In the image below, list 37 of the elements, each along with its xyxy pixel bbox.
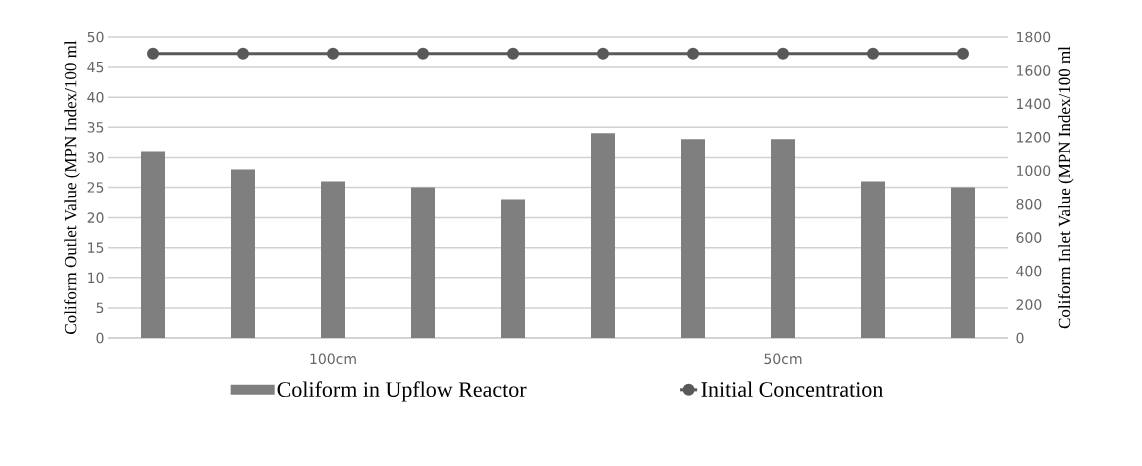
legend-label: Coliform in Upflow Reactor: [277, 381, 527, 402]
y2-tick-label: 200: [1016, 299, 1042, 310]
bar: [501, 199, 526, 338]
y-tick-label: 25: [87, 182, 104, 193]
y-tick-label: 30: [87, 152, 104, 163]
x-tick-label: 50cm: [764, 353, 802, 365]
bar: [681, 139, 706, 338]
y2-tick-label: 600: [1016, 232, 1042, 243]
bar: [591, 133, 616, 338]
y2-tick-label: 1000: [1017, 165, 1051, 177]
y-tick-label: 40: [87, 91, 104, 103]
y2-axis-title: Coliform Inlet Value (MPN Index/100 ml: [1058, 46, 1074, 329]
y2-tick-label: 0: [1016, 332, 1024, 344]
x-tick-label: 100cm: [310, 353, 356, 365]
y2-tick-label: 400: [1016, 265, 1042, 277]
y-tick-label: 10: [88, 272, 104, 284]
y-tick-label: 35: [87, 122, 104, 133]
y-tick-label: 20: [87, 212, 104, 223]
legend-label: Initial Concentration: [701, 381, 883, 397]
y2-tick-label: 1400: [1017, 98, 1051, 110]
bar: [771, 139, 796, 338]
y-axis-title: Coliform Outlet Value (MPN Index/100 ml: [64, 40, 80, 334]
y2-tick-label: 1800: [1017, 31, 1051, 43]
bar: [141, 151, 165, 338]
y-tick-label: 0: [96, 332, 104, 344]
y-tick-label: 15: [88, 242, 104, 253]
y-tick-label: 45: [87, 61, 104, 73]
y2-tick-label: 800: [1016, 198, 1042, 210]
y2-tick-label: 1600: [1017, 65, 1051, 76]
bar: [861, 181, 886, 338]
y-tick-label: 5: [96, 302, 104, 314]
bar: [411, 187, 436, 338]
y2-tick-label: 1200: [1017, 132, 1051, 143]
bar: [321, 181, 346, 338]
bar: [951, 187, 976, 338]
bar: [231, 169, 255, 338]
y-tick-label: 50: [87, 31, 104, 43]
